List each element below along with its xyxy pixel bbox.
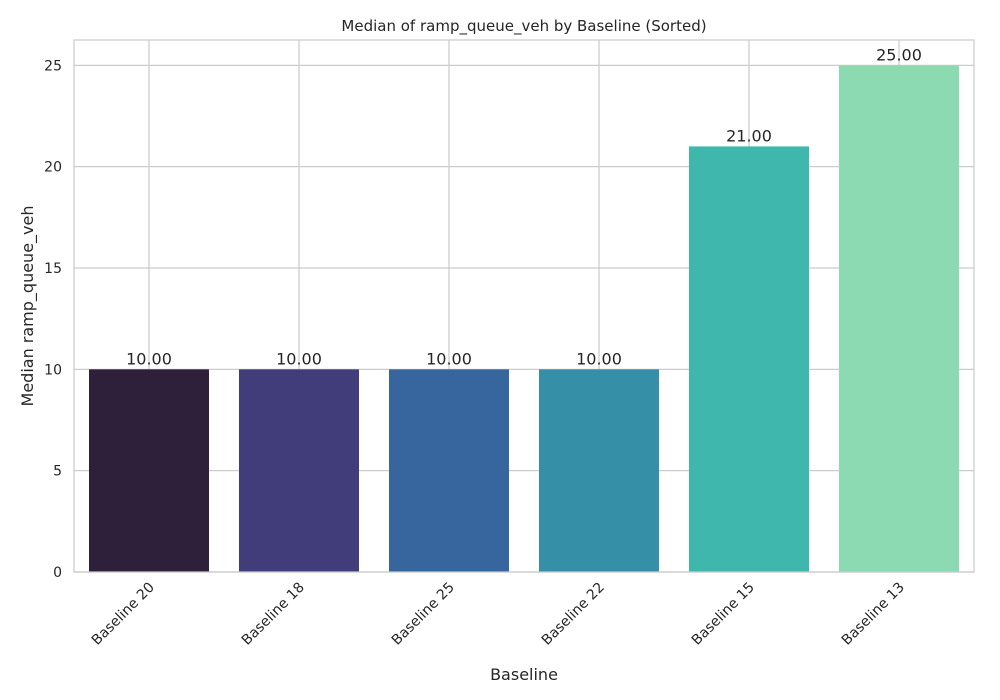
bar-value-label: 10.00 <box>276 349 322 368</box>
bar-value-label: 10.00 <box>426 349 472 368</box>
x-tick-label: Baseline 22 <box>539 580 608 649</box>
bar-value-label: 10.00 <box>126 349 172 368</box>
bar-value-label: 10.00 <box>576 349 622 368</box>
y-tick-label: 25 <box>44 58 62 74</box>
y-axis-title: Median ramp_queue_veh <box>18 206 38 407</box>
x-tick-label: Baseline 13 <box>839 580 908 649</box>
bar <box>689 146 809 572</box>
bar-value-label: 25.00 <box>876 45 922 64</box>
bar <box>539 369 659 572</box>
bar-value-label: 21.00 <box>726 126 772 145</box>
bar <box>89 369 209 572</box>
bar <box>389 369 509 572</box>
x-tick-label: Baseline 15 <box>689 580 758 649</box>
bar <box>839 65 959 572</box>
x-tick-label: Baseline 18 <box>239 580 308 649</box>
data-labels-layer: 10.00 10.00 10.00 10.00 21.00 25.00 <box>126 45 922 368</box>
chart-title: Median of ramp_queue_veh by Baseline (So… <box>341 17 706 36</box>
x-axis-title: Baseline <box>490 665 558 684</box>
plot-frame <box>73 39 975 573</box>
bar <box>239 369 359 572</box>
y-tick-label: 15 <box>44 261 62 277</box>
y-tick-label: 5 <box>53 464 62 480</box>
y-tick-label: 10 <box>44 362 62 378</box>
x-tick-label: Baseline 25 <box>389 580 458 649</box>
x-tick-labels: Baseline 20 Baseline 18 Baseline 25 Baselin… <box>89 580 908 649</box>
y-tick-label: 0 <box>53 565 62 581</box>
bars-layer <box>89 65 959 572</box>
y-tick-label: 20 <box>44 160 62 176</box>
y-tick-labels: 0 5 10 15 20 25 <box>44 58 62 581</box>
x-tick-label: Baseline 20 <box>89 580 158 649</box>
